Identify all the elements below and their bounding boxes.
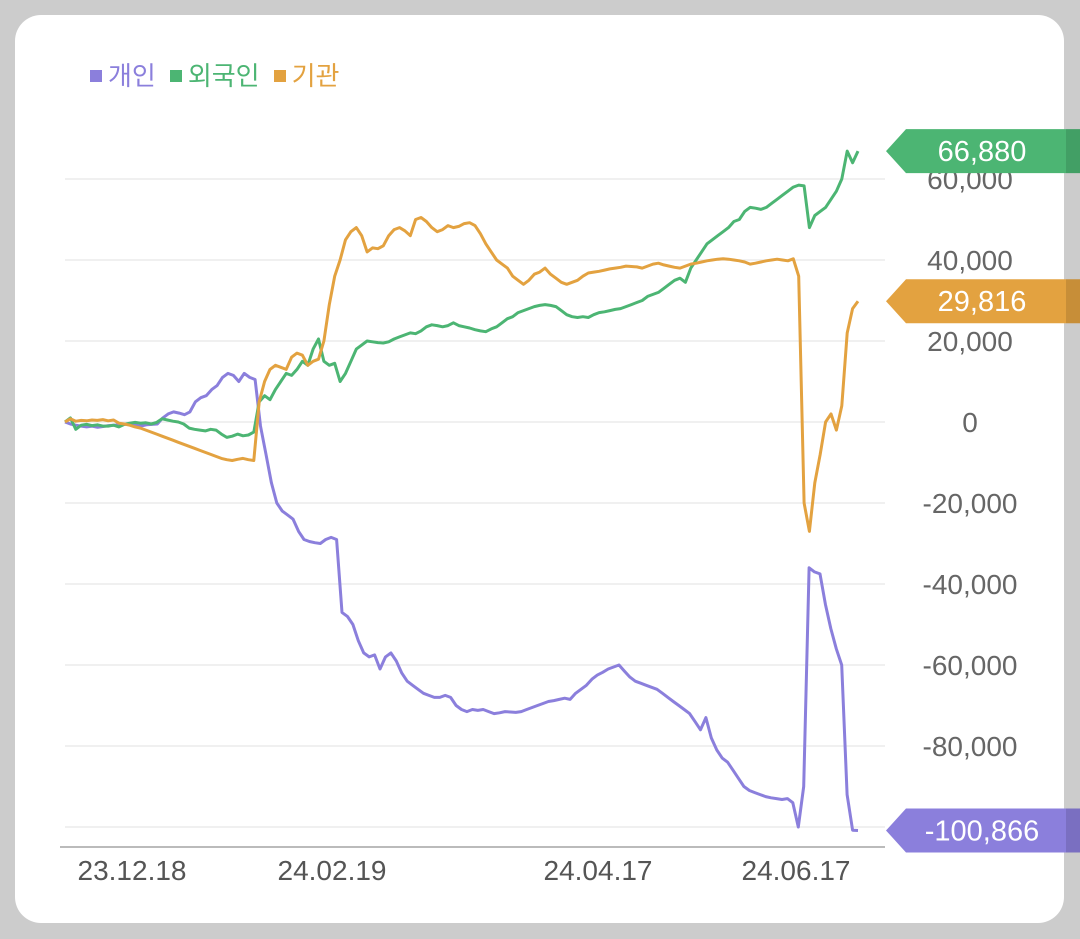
y-tick-label: 20,000: [927, 326, 1013, 357]
badge-edge: [1066, 129, 1080, 174]
legend-label-individual: 개인: [108, 62, 156, 92]
x-tick-label: 24.06.17: [742, 855, 851, 886]
legend-swatch-foreigner: [169, 69, 182, 82]
y-tick-label: -20,000: [923, 488, 1018, 519]
x-tick-label: 23.12.18: [78, 855, 187, 886]
badge-shape: [886, 808, 1080, 853]
y-tick-label: -80,000: [923, 731, 1018, 762]
legend: 개인 외국인 기관: [90, 56, 339, 93]
badge-edge: [1066, 808, 1080, 853]
badge-value: 66,880: [938, 136, 1027, 168]
x-tick-label: 24.02.19: [278, 855, 387, 886]
y-tick-label: -60,000: [923, 650, 1018, 681]
badge-shape: [886, 279, 1080, 324]
series-line: [64, 149, 860, 439]
legend-swatch-individual: [90, 69, 102, 82]
legend-item-foreigner[interactable]: 외국인: [169, 56, 260, 93]
legend-item-individual[interactable]: 개인: [90, 56, 156, 93]
badge-shape: [886, 129, 1080, 174]
legend-item-institution[interactable]: 기관: [273, 56, 340, 93]
x-tick-label: 24.04.17: [544, 855, 653, 886]
end-value-badge: 66,880: [886, 129, 1080, 174]
end-value-badge: 29,816: [886, 279, 1080, 324]
legend-label-foreigner: 외국인: [187, 62, 260, 92]
badge-value: 29,816: [938, 286, 1027, 318]
y-tick-label: 0: [962, 407, 978, 438]
chart-card: [15, 15, 1064, 923]
badge-edge: [1066, 279, 1080, 324]
end-value-badge: -100,866: [886, 808, 1080, 853]
badge-value: -100,866: [925, 816, 1040, 848]
series-line: [64, 371, 859, 832]
legend-swatch-institution: [273, 69, 286, 82]
y-tick-label: 40,000: [927, 245, 1013, 276]
y-tick-label: -40,000: [923, 569, 1018, 600]
series-line: [64, 216, 860, 533]
legend-label-institution: 기관: [291, 62, 340, 92]
